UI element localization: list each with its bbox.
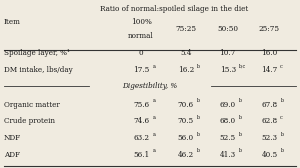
Text: 63.2: 63.2 <box>133 134 149 142</box>
Text: 5.4: 5.4 <box>180 49 192 57</box>
Text: b: b <box>197 149 200 154</box>
Text: b: b <box>239 132 242 137</box>
Text: b,c: b,c <box>239 64 246 69</box>
Text: 69.0: 69.0 <box>220 101 236 109</box>
Text: 40.5: 40.5 <box>261 151 278 159</box>
Text: 0: 0 <box>139 49 143 57</box>
Text: 10.7: 10.7 <box>220 49 236 57</box>
Text: Organic matter: Organic matter <box>4 101 59 109</box>
Text: 52.3: 52.3 <box>261 134 278 142</box>
Text: 62.8: 62.8 <box>261 117 278 125</box>
Text: b: b <box>197 98 200 103</box>
Text: 75.6: 75.6 <box>133 101 149 109</box>
Text: NDF: NDF <box>4 134 21 142</box>
Text: a: a <box>152 64 155 69</box>
Text: b: b <box>239 115 242 120</box>
Text: b: b <box>239 98 242 103</box>
Text: Item: Item <box>4 18 21 26</box>
Text: b: b <box>239 149 242 154</box>
Text: 17.5: 17.5 <box>133 66 149 74</box>
Text: 46.2: 46.2 <box>178 151 194 159</box>
Text: 16.0: 16.0 <box>261 49 278 57</box>
Text: 75:25: 75:25 <box>175 25 196 33</box>
Text: b: b <box>197 132 200 137</box>
Text: a: a <box>152 132 155 137</box>
Text: 68.0: 68.0 <box>220 117 236 125</box>
Text: c: c <box>280 64 283 69</box>
Text: 50:50: 50:50 <box>217 25 238 33</box>
Text: 56.1: 56.1 <box>133 151 149 159</box>
Text: a: a <box>152 149 155 154</box>
Text: b: b <box>197 115 200 120</box>
Text: b: b <box>281 98 284 103</box>
Text: Spoilage layer, %¹: Spoilage layer, %¹ <box>4 49 70 57</box>
Text: b: b <box>197 64 200 69</box>
Text: c: c <box>280 115 283 120</box>
Text: 100%: 100% <box>130 18 152 26</box>
Text: Crude protein: Crude protein <box>4 117 55 125</box>
Text: Ratio of normal:spoiled silage in the diet: Ratio of normal:spoiled silage in the di… <box>100 5 248 13</box>
Text: 70.5: 70.5 <box>178 117 194 125</box>
Text: normal: normal <box>128 32 154 39</box>
Text: 52.5: 52.5 <box>220 134 236 142</box>
Text: b: b <box>281 149 284 154</box>
Text: a: a <box>152 98 155 103</box>
Text: 41.3: 41.3 <box>220 151 236 159</box>
Text: Digestibility, %: Digestibility, % <box>122 82 178 90</box>
Text: b: b <box>281 132 284 137</box>
Text: a: a <box>152 115 155 120</box>
Text: DM intake, lbs/day: DM intake, lbs/day <box>4 66 72 74</box>
Text: 14.7: 14.7 <box>261 66 278 74</box>
Text: 67.8: 67.8 <box>261 101 278 109</box>
Text: 74.6: 74.6 <box>133 117 149 125</box>
Text: 70.6: 70.6 <box>178 101 194 109</box>
Text: 16.2: 16.2 <box>178 66 194 74</box>
Text: 25:75: 25:75 <box>259 25 280 33</box>
Text: 56.0: 56.0 <box>178 134 194 142</box>
Text: 15.3: 15.3 <box>220 66 236 74</box>
Text: ADF: ADF <box>4 151 20 159</box>
